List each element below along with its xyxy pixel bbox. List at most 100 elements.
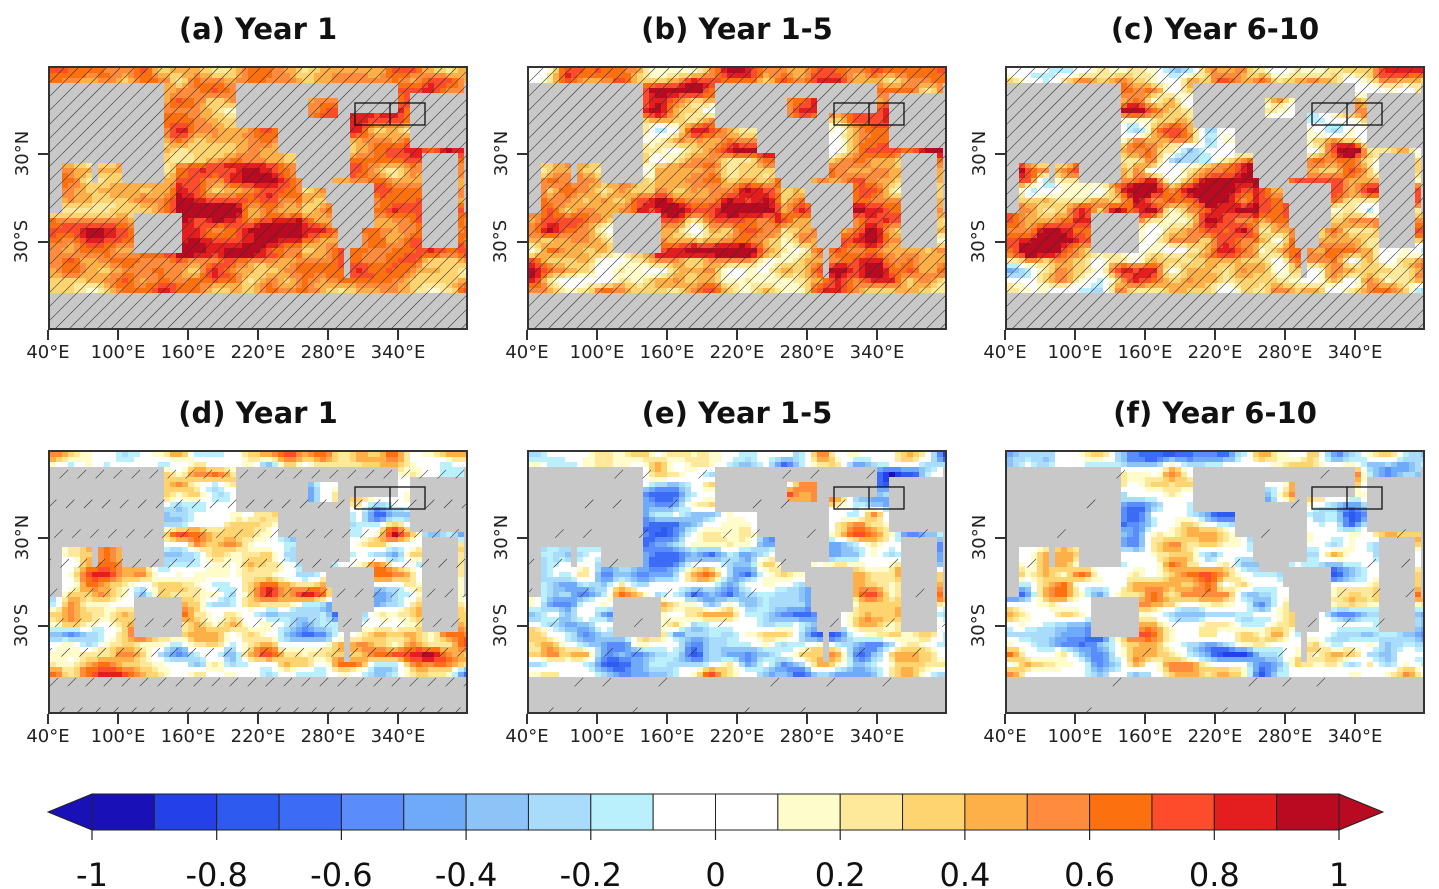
heatmap-cell [877, 113, 884, 119]
heatmap-cell [188, 98, 195, 104]
heatmap-cell [338, 253, 345, 259]
heatmap-cell [326, 73, 333, 79]
heatmap-cell [817, 93, 824, 99]
heatmap-cell [164, 283, 171, 289]
heatmap-cell [577, 113, 584, 119]
heatmap-cell [308, 93, 315, 99]
heatmap-cell [907, 128, 914, 134]
heatmap-cell [182, 108, 189, 114]
heatmap-cell [643, 108, 650, 114]
heatmap-cell [691, 128, 698, 134]
heatmap-cell [176, 168, 183, 174]
heatmap-cell [410, 223, 417, 229]
heatmap-cell [374, 203, 381, 209]
heatmap-cell [727, 138, 734, 144]
heatmap-cell [356, 178, 363, 184]
heatmap-cell [152, 178, 159, 184]
heatmap-cell [170, 148, 177, 154]
heatmap-cell [50, 293, 57, 299]
heatmap-cell [74, 283, 81, 289]
heatmap-cell [68, 153, 75, 159]
heatmap-cell [721, 153, 728, 159]
heatmap-cell [649, 98, 656, 104]
heatmap-cell [74, 308, 81, 314]
heatmap-cell [829, 93, 836, 99]
heatmap-cell [703, 108, 710, 114]
hatch-line [125, 68, 387, 328]
heatmap-cell [571, 148, 578, 154]
heatmap-cell [308, 273, 315, 279]
heatmap-cell [242, 313, 249, 319]
heatmap-cell [296, 83, 303, 89]
heatmap-cell [146, 283, 153, 289]
heatmap-cell [194, 258, 201, 264]
heatmap-cell [332, 188, 339, 194]
heatmap-cell [559, 153, 566, 159]
heatmap-cell [865, 78, 872, 84]
heatmap-cell [308, 123, 315, 129]
heatmap-cell [589, 68, 596, 74]
heatmap-cell [158, 163, 165, 169]
heatmap-cell [254, 88, 261, 94]
heatmap-cell [751, 73, 758, 79]
heatmap-cell [416, 308, 423, 314]
heatmap-cell [116, 73, 123, 79]
heatmap-cell [895, 143, 902, 149]
heatmap-cell [182, 83, 189, 89]
heatmap-cell [541, 138, 548, 144]
heatmap-cell [218, 183, 225, 189]
heatmap-cell [158, 323, 165, 328]
heatmap-cell [122, 248, 129, 254]
heatmap-cell [386, 293, 393, 299]
heatmap-cell [386, 113, 393, 119]
heatmap-cell [589, 153, 596, 159]
heatmap-cell [553, 103, 560, 109]
heatmap-cell [320, 183, 327, 189]
heatmap-cell [242, 123, 249, 129]
heatmap-cell [344, 163, 351, 169]
heatmap-cell [368, 113, 375, 119]
heatmap-cell [314, 73, 321, 79]
heatmap-cell [577, 128, 584, 134]
heatmap-cell [422, 238, 429, 244]
heatmap-cell [248, 83, 255, 89]
heatmap-cell [260, 253, 267, 259]
heatmap-cell [458, 118, 465, 124]
heatmap-cell [80, 153, 87, 159]
heatmap-cell [242, 198, 249, 204]
heatmap-cell [829, 148, 836, 154]
heatmap-cell [386, 108, 393, 114]
heatmap-cell [883, 138, 890, 144]
heatmap-cell [98, 188, 105, 194]
heatmap-cell [799, 93, 806, 99]
heatmap-cell [452, 93, 459, 99]
heatmap-cell [200, 133, 207, 139]
heatmap-cell [302, 98, 309, 104]
heatmap-cell [392, 118, 399, 124]
heatmap-cell [284, 173, 291, 179]
heatmap-cell [446, 98, 453, 104]
heatmap-cell [344, 98, 351, 104]
heatmap-cell [643, 68, 650, 74]
heatmap-cell [529, 148, 536, 154]
heatmap-cell [98, 158, 105, 164]
heatmap-cell [350, 208, 357, 214]
heatmap-cell [50, 218, 57, 224]
heatmap-cell [428, 313, 435, 319]
heatmap-cell [589, 143, 596, 149]
heatmap-cell [218, 83, 225, 89]
heatmap-cell [452, 268, 459, 274]
heatmap-cell [410, 123, 417, 129]
heatmap-cell [80, 133, 87, 139]
heatmap-cell [86, 203, 93, 209]
heatmap-cell [446, 233, 453, 239]
heatmap-cell [326, 143, 333, 149]
heatmap-cell [817, 73, 824, 79]
heatmap-cell [80, 118, 87, 124]
hatch-line [195, 68, 457, 328]
heatmap-cell [152, 73, 159, 79]
heatmap-cell [769, 113, 776, 119]
heatmap-cell [62, 178, 69, 184]
heatmap-cell [416, 133, 423, 139]
heatmap-cell [547, 143, 554, 149]
